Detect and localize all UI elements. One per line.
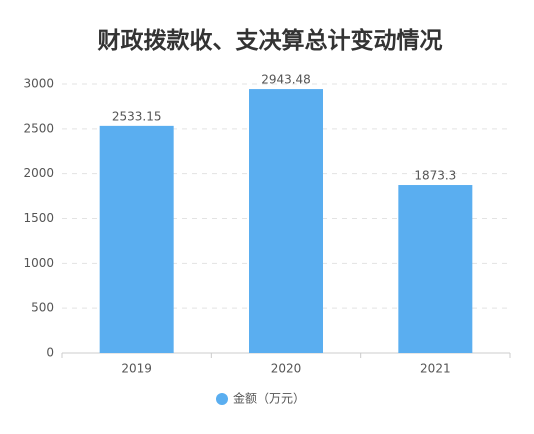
y-tick-label: 2000 — [23, 166, 54, 180]
bar — [249, 89, 323, 353]
legend-label: 金额（万元） — [233, 391, 305, 406]
y-tick-label: 1000 — [23, 256, 54, 270]
y-tick-label: 1500 — [23, 211, 54, 225]
bar — [99, 125, 174, 353]
bar — [398, 185, 473, 353]
y-tick-label: 0 — [46, 346, 54, 360]
chart-title: 财政拨款收、支决算总计变动情况 — [98, 27, 443, 54]
y-tick-label: 500 — [31, 301, 54, 315]
data-label: 2533.15 — [112, 109, 162, 123]
data-label: 1873.3 — [414, 169, 456, 183]
x-tick-label: 2019 — [121, 362, 152, 376]
data-label: 2943.48 — [261, 73, 311, 87]
y-tick-label: 3000 — [23, 77, 54, 91]
legend-marker — [216, 393, 228, 405]
y-tick-label: 2500 — [23, 121, 54, 135]
x-tick-label: 2021 — [420, 362, 451, 376]
x-tick-label: 2020 — [271, 362, 302, 376]
